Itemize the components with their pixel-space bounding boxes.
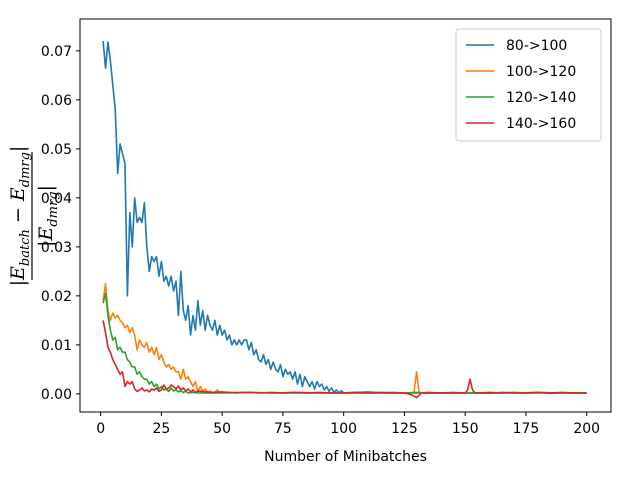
x-tick-label: 50 — [213, 421, 231, 437]
x-tick-label: 0 — [96, 421, 105, 437]
y-axis-label-denominator: |Edmrg| — [35, 185, 61, 247]
x-tick-label: 150 — [452, 421, 479, 437]
x-tick-label: 125 — [391, 421, 418, 437]
y-tick-label: 0.00 — [41, 387, 72, 403]
series-layer — [102, 40, 587, 399]
x-tick-label: 175 — [513, 421, 540, 437]
y-tick-label: 0.04 — [41, 191, 72, 207]
legend-box — [455, 28, 602, 142]
y-tick-label: 0.02 — [41, 289, 72, 305]
plot-frame — [79, 18, 612, 413]
x-tick-label: 100 — [330, 421, 357, 437]
legend-label: 120->140 — [506, 90, 576, 106]
legend: 80->100 100->120 120->140 140->160 — [455, 28, 602, 142]
legend-label: 100->120 — [506, 64, 576, 80]
legend-label: 80->100 — [506, 38, 567, 54]
x-tick-label: 75 — [274, 421, 292, 437]
x-axis-label: Number of Minibatches — [264, 449, 427, 465]
y-tick-label: 0.05 — [41, 142, 72, 158]
y-axis: 0.00 0.01 0.02 0.03 0.04 0.05 0.06 0.07 — [41, 44, 80, 403]
y-tick-label: 0.07 — [41, 44, 72, 60]
series-line-4 — [102, 320, 587, 399]
x-tick-label: 200 — [573, 421, 600, 437]
y-axis-label: |Ebatch − Edmrg||Edmrg| — [7, 146, 61, 287]
legend-label: 140->160 — [506, 116, 576, 132]
y-tick-label: 0.06 — [41, 93, 72, 109]
x-tick-label: 25 — [152, 421, 170, 437]
y-tick-label: 0.03 — [41, 240, 72, 256]
y-tick-label: 0.01 — [41, 338, 72, 354]
x-axis: 0 25 50 75 100 125 150 175 200 — [96, 412, 600, 437]
y-axis-label-numerator: |Ebatch − Edmrg| — [7, 146, 33, 287]
